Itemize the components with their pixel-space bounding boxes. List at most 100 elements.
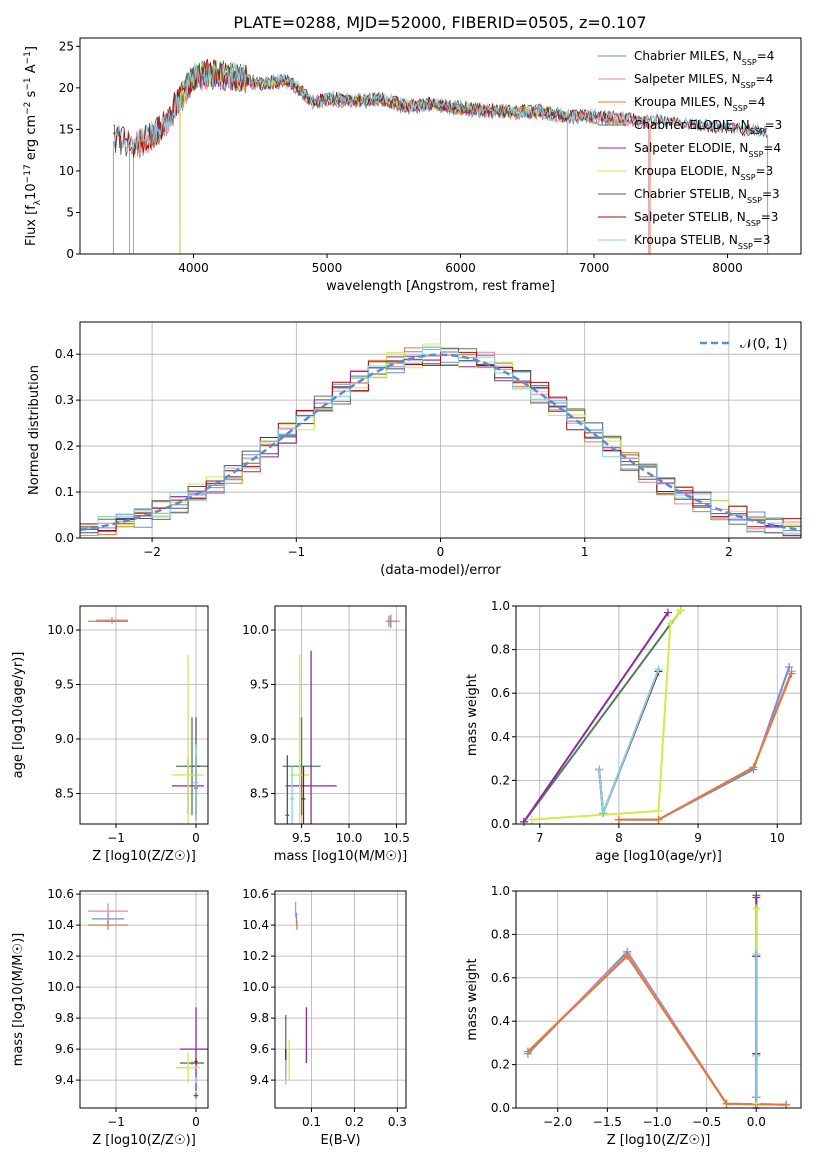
y-tick-label: 9.4: [55, 1073, 74, 1087]
y-tick-label: 10.0: [47, 980, 74, 994]
axes-frame: [515, 890, 802, 1109]
x-tick-label: 7000: [579, 261, 610, 275]
error-bar-point: [176, 1052, 200, 1084]
y-tick-label: 9.0: [55, 732, 74, 746]
error-bar-point: [290, 766, 294, 824]
age-vs-mass-panel: 9.5 10.0 10.5 8.5 9.0 9.5 10.0 mass [log10(M/M☉…: [242, 605, 410, 864]
legend-label: Kroupa ELODIE, NSSP=3: [634, 164, 773, 182]
x-axis-label: mass [log10(M/M☉)]: [274, 849, 407, 864]
x-tick-label: 0: [192, 831, 200, 845]
y-tick-label: 9.5: [250, 677, 269, 691]
series-line: [531, 609, 682, 821]
axes-frame: [79, 37, 802, 255]
series-line: [523, 609, 682, 823]
y-tick-label: 0.4: [55, 347, 74, 361]
legend-label: Salpeter MILES, NSSP=4: [634, 72, 773, 90]
spectrum-line: [113, 58, 768, 158]
age-vs-metallicity-panel: −1 0 8.5 9.0 9.5 10.0 Z [log10(Z/Z☉)] age [log1…: [11, 605, 209, 864]
error-bar-point: [193, 1092, 199, 1099]
error-bar-point: [193, 744, 199, 821]
error-bar-point: [194, 1077, 198, 1084]
y-tick-label: 0.0: [491, 1101, 510, 1115]
y-tick-label: 10: [59, 164, 74, 178]
figure-title: PLATE=0288, MJD=52000, FIBERID=0505, z=0…: [233, 13, 646, 32]
y-tick-label: 8.5: [250, 786, 269, 800]
x-tick-label: −1: [287, 545, 305, 559]
error-bar-point: [305, 1007, 308, 1064]
legend-label: Chabrier STELIB, NSSP=3: [634, 187, 780, 205]
x-tick-label: 6000: [445, 261, 476, 275]
y-tick-label: 9.8: [250, 1011, 269, 1025]
legend-label: Kroupa MILES, NSSP=4: [634, 95, 765, 113]
y-tick-label: 9.4: [250, 1073, 269, 1087]
y-tick-label: 5: [66, 205, 74, 219]
y-tick-label: 20: [59, 81, 74, 95]
y-tick-label: 0.6: [491, 971, 510, 985]
error-bar-point: [285, 1059, 287, 1085]
y-tick-label: 9.6: [55, 1042, 74, 1056]
legend-label: Salpeter STELIB, NSSP=3: [634, 210, 778, 228]
residual-histogram-panel: −2 −1 0 1 2 0.0 0.1 0.2 0.3 0.4 (data-model)/error…: [27, 321, 802, 578]
y-tick-label: 0.2: [491, 773, 510, 787]
legend-label: Chabrier MILES, NSSP=4: [634, 49, 774, 67]
normal-curve: [79, 353, 802, 532]
error-bar-point: [88, 620, 128, 623]
y-tick-label: 10.6: [242, 887, 269, 901]
x-tick-label: 9.5: [292, 831, 311, 845]
y-tick-label: 9.0: [250, 732, 269, 746]
y-axis-label: mass weight: [465, 958, 480, 1040]
y-tick-label: 25: [59, 39, 74, 53]
x-tick-label: −2.0: [543, 1115, 572, 1129]
error-bar-point: [194, 1058, 198, 1065]
y-tick-label: 10.0: [242, 623, 269, 637]
x-tick-label: 0.0: [747, 1115, 766, 1129]
x-axis-label: wavelength [Angstrom, rest frame]: [326, 279, 555, 294]
x-tick-label: −1: [107, 831, 125, 845]
y-axis-label: mass [log10(M/M☉)]: [11, 933, 26, 1066]
error-bar-point: [296, 920, 298, 930]
series-line: [523, 611, 669, 823]
y-tick-label: 1.0: [491, 884, 510, 898]
series-line: [598, 668, 660, 814]
x-tick-label: 0.2: [345, 1115, 364, 1129]
y-axis-label: Flux [fλ10−17 erg cm−2 s−1 A−1]: [23, 46, 43, 246]
x-tick-label: 0.1: [302, 1115, 321, 1129]
x-tick-label: 9: [694, 831, 702, 845]
y-tick-label: 10.4: [47, 918, 74, 932]
y-tick-label: 9.5: [55, 677, 74, 691]
error-bar-point: [180, 1061, 204, 1065]
y-tick-label: 0.4: [491, 730, 510, 744]
y-tick-label: 8.5: [55, 786, 74, 800]
error-bar-point: [285, 755, 290, 824]
y-tick-label: 10.2: [47, 949, 74, 963]
legend-label: 𝒩(0, 1): [740, 337, 787, 352]
y-tick-label: 0.3: [55, 393, 74, 407]
y-tick-label: 10.6: [47, 887, 74, 901]
x-axis-label: E(B-V): [320, 1133, 360, 1148]
y-axis-label: age [log10(age/yr)]: [11, 652, 26, 779]
mass-weight-vs-age-panel: 7 8 9 10 0.0 0.2 0.4 0.6 0.8 1.0 age [log10(age/yr…: [465, 599, 802, 864]
x-tick-label: 0: [192, 1115, 200, 1129]
y-tick-label: 0.6: [491, 686, 510, 700]
error-bar-point: [96, 616, 128, 624]
axes-frame: [79, 605, 209, 825]
error-bar-point: [88, 903, 128, 919]
x-axis-label: age [log10(age/yr)]: [595, 849, 722, 864]
x-tick-label: 5000: [312, 261, 343, 275]
y-tick-label: 10.0: [47, 623, 74, 637]
y-tick-label: 10.4: [242, 918, 269, 932]
x-axis-label: Z [log10(Z/Z☉)]: [92, 1133, 196, 1148]
error-bar-point: [301, 766, 306, 824]
x-tick-label: 2: [725, 545, 733, 559]
x-tick-label: 4000: [178, 261, 209, 275]
y-tick-label: 10.0: [242, 980, 269, 994]
mass-vs-metallicity-panel: −1 0 9.4 9.6 9.8 10.0 10.2 10.4 10.6 Z [log10(Z/Z…: [11, 887, 209, 1148]
axes-frame: [274, 605, 407, 825]
y-tick-label: 0.8: [491, 643, 510, 657]
error-bar-point: [290, 655, 310, 824]
y-tick-label: 9.6: [250, 1042, 269, 1056]
error-bar-point: [288, 1039, 290, 1081]
legend-label: Kroupa STELIB, NSSP=3: [634, 233, 771, 251]
x-tick-label: 10: [770, 831, 785, 845]
